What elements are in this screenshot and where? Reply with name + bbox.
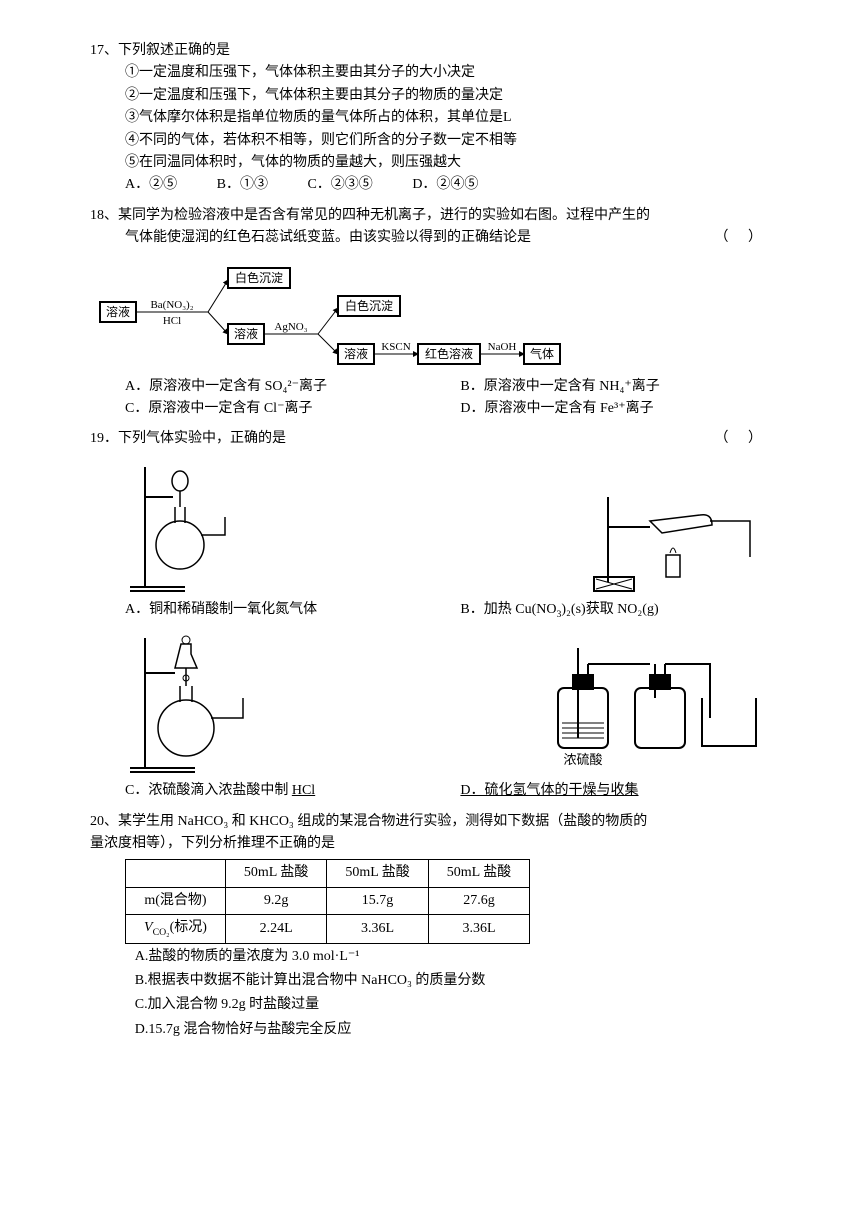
- q20-optB: B.根据表中数据不能计算出混合物中 NaHCO₃ 的质量分数: [135, 970, 770, 992]
- apparatus-d: 浓硫酸: [540, 628, 770, 778]
- apparatus-a: [125, 457, 245, 597]
- q19-caption-ab: A．铜和稀硝酸制一氧化氮气体 B．加热 Cu(NO3)₂(s)获取 NO₂(g): [125, 599, 770, 622]
- q17-s2: ②一定温度和压强下，气体体积主要由其分子的物质的量决定: [125, 85, 770, 107]
- apparatus-b-svg: [590, 477, 770, 597]
- q20-stem2: 量浓度相等），下列分析推理不正确的是: [90, 833, 770, 855]
- q17-options: A．②⑤ B．①③ C．②③⑤ D．②④⑤: [125, 174, 770, 196]
- apparatus-c: [125, 628, 255, 778]
- reagent4: NaOH: [488, 341, 517, 353]
- r1c4: 27.6g: [428, 887, 529, 914]
- th-col3: 50mL 盐酸: [327, 860, 428, 887]
- q18-stem2: 气体能使湿润的红色石蕊试纸变蓝。由该实验以得到的正确结论是: [125, 230, 531, 245]
- box-sol2: 溶液: [234, 326, 258, 341]
- reagent3: KSCN: [381, 341, 410, 353]
- q19-caption-cd: C．浓硫酸滴入浓盐酸中制 HCl D．硫化氢气体的干燥与收集: [125, 780, 770, 802]
- q17-s3: ③气体摩尔体积是指单位物质的量气体所占的体积，其单位是L: [125, 107, 770, 129]
- q19-capB: B．加热 Cu(NO3)₂(s)获取 NO₂(g): [460, 599, 770, 622]
- q17-optD: D．②④⑤: [412, 174, 478, 196]
- r1c1: m(混合物): [126, 887, 226, 914]
- q18-flowchart: 溶液 Ba(NO₃)₂ HCl 白色沉淀 溶液 AgNO₃ 白色沉淀 溶液: [90, 258, 770, 368]
- q20-table: 50mL 盐酸 50mL 盐酸 50mL 盐酸 m(混合物) 9.2g 15.7…: [125, 859, 530, 943]
- box-sol3: 溶液: [344, 346, 368, 361]
- question-18: 18、 某同学为检验溶液中是否含有常见的四种无机离子，进行的实验如右图。过程中产…: [90, 205, 770, 421]
- q19-row-cd: 浓硫酸: [125, 628, 770, 778]
- q17-stem: 下列叙述正确的是: [118, 43, 230, 58]
- q17-optB: B．①③: [217, 174, 268, 196]
- r1c3: 15.7g: [327, 887, 428, 914]
- q18-number: 18、: [90, 205, 118, 227]
- apparatus-b: [590, 477, 770, 597]
- r2c4: 3.36L: [428, 915, 529, 943]
- q19-stem: 下列气体实验中，正确的是: [118, 431, 286, 446]
- box-sol1: 溶液: [106, 304, 130, 319]
- q18-stem2-row: 气体能使湿润的红色石蕊试纸变蓝。由该实验以得到的正确结论是 （ ）: [125, 227, 770, 249]
- question-17: 17、 下列叙述正确的是 ①一定温度和压强下，气体体积主要由其分子的大小决定 ②…: [90, 40, 770, 197]
- q19-capC: C．浓硫酸滴入浓盐酸中制 HCl: [125, 780, 435, 802]
- h2so4-label: 浓硫酸: [563, 752, 602, 767]
- apparatus-a-svg: [125, 457, 245, 597]
- table-row: m(混合物) 9.2g 15.7g 27.6g: [126, 887, 530, 914]
- q19-row-ab: [125, 457, 770, 597]
- flowchart-svg: 溶液 Ba(NO₃)₂ HCl 白色沉淀 溶液 AgNO₃ 白色沉淀 溶液: [90, 258, 610, 368]
- q17-optC: C．②③⑤: [307, 174, 372, 196]
- reagent1-top: Ba(NO₃)₂: [150, 299, 193, 311]
- apparatus-c-svg: [125, 628, 255, 778]
- q20-optA: A.盐酸的物质的量浓度为 3.0 mol·L⁻¹: [135, 946, 770, 968]
- box-red: 红色溶液: [425, 346, 473, 361]
- q17-number: 17、: [90, 40, 118, 62]
- th-col2: 50mL 盐酸: [225, 860, 326, 887]
- table-header-row: 50mL 盐酸 50mL 盐酸 50mL 盐酸: [126, 860, 530, 887]
- apparatus-d-svg: 浓硫酸: [540, 628, 770, 778]
- question-20: 20、 某学生用 NaHCO₃ 和 KHCO₃ 组成的某混合物进行实验，测得如下…: [90, 811, 770, 1042]
- q18-optC: C．原溶液中一定含有 Cl⁻离子: [125, 398, 435, 420]
- box-white2: 白色沉淀: [345, 298, 393, 313]
- table-row: VCO₂(标况) 2.24L 3.36L 3.36L: [126, 915, 530, 943]
- q17-optA: A．②⑤: [125, 174, 177, 196]
- q17-s4: ④不同的气体，若体积不相等，则它们所含的分子数一定不相等: [125, 130, 770, 152]
- question-19: 19． 下列气体实验中，正确的是 （ ）: [90, 428, 770, 802]
- r2c2: 2.24L: [225, 915, 326, 943]
- th-col4: 50mL 盐酸: [428, 860, 529, 887]
- q20-stem1: 某学生用 NaHCO₃ 和 KHCO₃ 组成的某混合物进行实验，测得如下数据（盐…: [118, 814, 647, 829]
- q18-paren: （ ）: [715, 227, 771, 249]
- q18-optA: A．原溶液中一定含有 SO₄²⁻离子: [125, 376, 435, 398]
- reagent1-bot: HCl: [163, 315, 181, 327]
- q20-optC: C.加入混合物 9.2g 时盐酸过量: [135, 994, 770, 1016]
- q18-stem1: 某同学为检验溶液中是否含有常见的四种无机离子，进行的实验如右图。过程中产生的: [118, 208, 650, 223]
- box-white1: 白色沉淀: [235, 270, 283, 285]
- q18-options: A．原溶液中一定含有 SO₄²⁻离子 B．原溶液中一定含有 NH₄⁺离子: [125, 376, 770, 398]
- r2c3: 3.36L: [327, 915, 428, 943]
- q17-s5: ⑤在同温同体积时，气体的物质的量越大，则压强越大: [125, 152, 770, 174]
- q17-s1: ①一定温度和压强下，气体体积主要由其分子的大小决定: [125, 62, 770, 84]
- box-gas: 气体: [530, 346, 554, 361]
- q20-number: 20、: [90, 811, 118, 833]
- r1c2: 9.2g: [225, 887, 326, 914]
- r2c1: VCO₂(标况): [126, 915, 226, 943]
- q19-number: 19．: [90, 428, 118, 450]
- th-blank: [126, 860, 226, 887]
- reagent2: AgNO₃: [274, 321, 307, 333]
- q19-capD: D．硫化氢气体的干燥与收集: [460, 780, 770, 802]
- q18-optD: D．原溶液中一定含有 Fe³⁺离子: [460, 398, 770, 420]
- q19-capA: A．铜和稀硝酸制一氧化氮气体: [125, 599, 435, 622]
- q20-optD: D.15.7g 混合物恰好与盐酸完全反应: [135, 1019, 770, 1041]
- q19-paren: （ ）: [715, 428, 771, 450]
- q18-optB: B．原溶液中一定含有 NH₄⁺离子: [460, 376, 770, 398]
